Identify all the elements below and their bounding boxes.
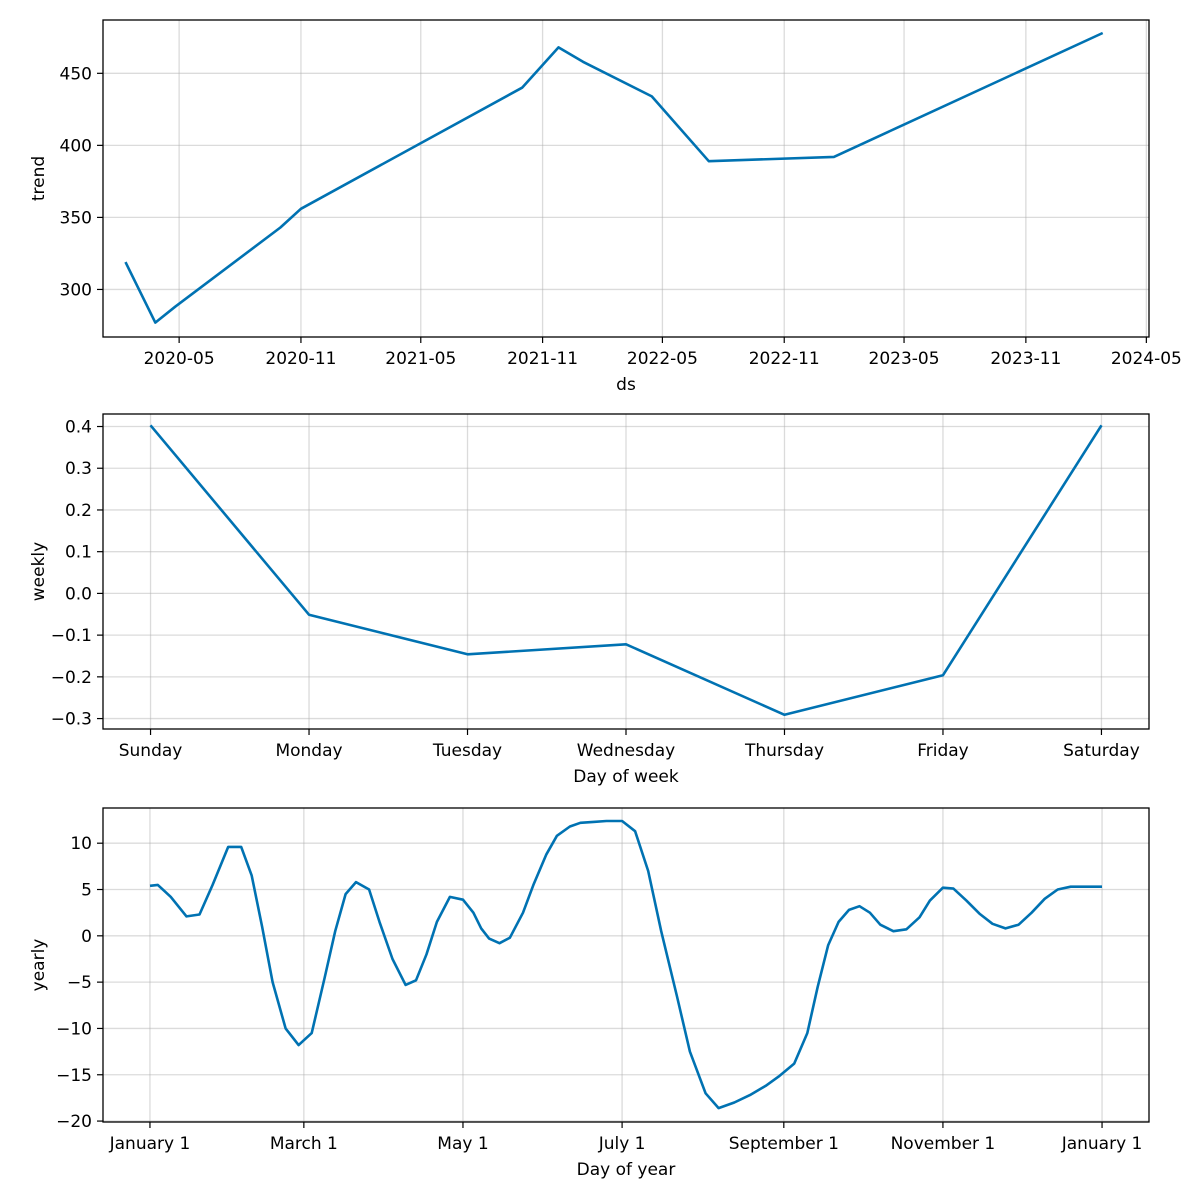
axes-frame <box>102 807 1150 1123</box>
x-tick-label: May 1 <box>437 1134 488 1154</box>
y-tick-label: −15 <box>56 1066 92 1086</box>
y-tick-label: −0.1 <box>51 626 92 646</box>
weekly-panel: Sunday Monday Tuesday Wednesday Thursday Frid… <box>29 413 1150 787</box>
x-tick-label: March 1 <box>270 1134 338 1154</box>
x-tick-label: September 1 <box>729 1134 839 1154</box>
y-tick-label: 5 <box>81 881 92 901</box>
x-tick-label: 2023-11 <box>990 349 1061 369</box>
y-tick-label: −20 <box>56 1112 92 1132</box>
x-axis-label: ds <box>616 375 636 395</box>
y-tick-label: 300 <box>60 280 92 300</box>
y-tick-label: −0.2 <box>51 668 92 688</box>
x-tick-label: Tuesday <box>432 741 502 761</box>
y-tick-label: 0.1 <box>65 543 92 563</box>
x-tick-label: January 1 <box>109 1134 191 1154</box>
x-tick-label: Thursday <box>744 741 824 761</box>
yearly-panel: January 1 March 1 May 1 July 1 September 1 No… <box>29 807 1150 1180</box>
y-tick-label: −10 <box>56 1019 92 1039</box>
x-tick-label: Saturday <box>1063 741 1140 761</box>
trend-panel: 2020-05 2020-11 2021-05 2021-11 2022-05 2022-… <box>29 19 1182 395</box>
y-axis-label: yearly <box>29 939 49 992</box>
y-tick-label: 400 <box>60 136 92 156</box>
x-tick-label: 2020-11 <box>265 349 336 369</box>
x-tick-label: 2020-05 <box>144 349 215 369</box>
x-tick-label: 2021-05 <box>385 349 456 369</box>
x-tick-label: Sunday <box>119 741 183 761</box>
trend-series-line <box>124 31 1104 324</box>
yearly-series-line <box>149 819 1102 1110</box>
y-tick-label: 0.0 <box>65 584 92 604</box>
x-tick-label: Wednesday <box>577 741 675 761</box>
x-tick-label: 2022-05 <box>627 349 698 369</box>
x-axis-label: Day of week <box>573 767 679 787</box>
x-tick-label: 2021-11 <box>507 349 578 369</box>
x-tick-label: Monday <box>275 741 342 761</box>
x-tick-label: November 1 <box>891 1134 996 1154</box>
y-tick-label: −0.3 <box>51 710 92 730</box>
x-tick-label: July 1 <box>598 1134 646 1154</box>
x-tick-label: 2023-05 <box>869 349 940 369</box>
y-tick-label: 0.2 <box>65 501 92 521</box>
x-tick-label: 2022-11 <box>749 349 820 369</box>
axes-frame <box>102 19 1150 338</box>
y-tick-label: 350 <box>60 208 92 228</box>
y-tick-label: 0.4 <box>65 418 92 438</box>
weekly-series-line <box>149 424 1103 717</box>
y-tick-label: 10 <box>70 834 92 854</box>
x-axis-label: Day of year <box>577 1160 676 1180</box>
y-tick-label: 0 <box>81 927 92 947</box>
x-tick-label: January 1 <box>1061 1134 1143 1154</box>
y-axis-label: trend <box>29 156 49 201</box>
x-tick-label: Friday <box>917 741 969 761</box>
y-tick-label: −5 <box>67 973 92 993</box>
x-tick-label: 2024-05 <box>1111 349 1182 369</box>
y-axis-label: weekly <box>29 542 49 601</box>
y-tick-label: 450 <box>60 64 92 84</box>
y-tick-label: 0.3 <box>65 459 92 479</box>
